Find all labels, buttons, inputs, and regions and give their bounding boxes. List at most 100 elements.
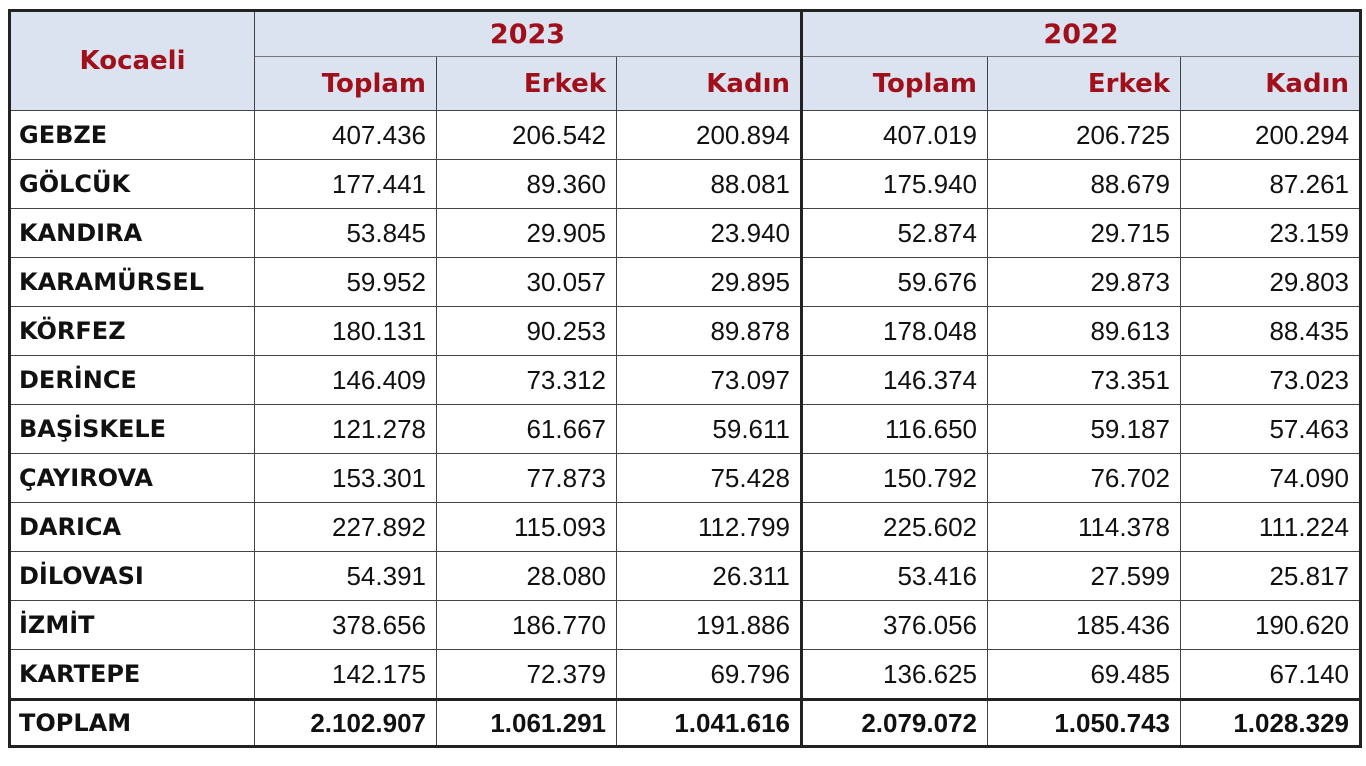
table-row: İZMİT 378.656 186.770 191.886 376.056 185.436… [9, 600, 1361, 650]
value-cell: 200.294 [1180, 110, 1361, 160]
year-header-2022: 2022 [800, 10, 1361, 57]
value-cell: 206.725 [987, 110, 1181, 160]
district-name: KARAMÜRSEL [9, 257, 255, 307]
value-cell: 178.048 [800, 306, 988, 356]
value-cell: 67.140 [1180, 649, 1361, 700]
table-row: KANDIRA 53.845 29.905 23.940 52.874 29.715 23.… [9, 208, 1361, 258]
district-name: İZMİT [9, 600, 255, 650]
table-row: DERİNCE 146.409 73.312 73.097 146.374 73.351 7… [9, 355, 1361, 405]
table-row: GÖLCÜK 177.441 89.360 88.081 175.940 88.679 87… [9, 159, 1361, 209]
value-cell: 73.023 [1180, 355, 1361, 405]
value-cell: 59.187 [987, 404, 1181, 454]
value-cell: 30.057 [436, 257, 617, 307]
value-cell: 59.611 [616, 404, 802, 454]
population-table: Kocaeli 2023 2022 Toplam Erkek Kadın Top… [8, 9, 1362, 748]
value-cell: 200.894 [616, 110, 802, 160]
district-name: DERİNCE [9, 355, 255, 405]
value-cell: 153.301 [254, 453, 437, 503]
population-table-container: Kocaeli 2023 2022 Toplam Erkek Kadın Top… [8, 9, 1362, 748]
col-header-kadin: Kadın [616, 56, 802, 111]
value-cell: 25.817 [1180, 551, 1361, 601]
value-cell: 206.542 [436, 110, 617, 160]
col-header-kadin: Kadın [1180, 56, 1361, 111]
value-cell: 146.374 [800, 355, 988, 405]
col-header-erkek: Erkek [436, 56, 617, 111]
district-name: KARTEPE [9, 649, 255, 700]
value-cell: 136.625 [800, 649, 988, 700]
value-cell: 225.602 [800, 502, 988, 552]
value-cell: 146.409 [254, 355, 437, 405]
value-cell: 53.416 [800, 551, 988, 601]
table-row: KARTEPE 142.175 72.379 69.796 136.625 69.485 6… [9, 649, 1361, 700]
value-cell: 191.886 [616, 600, 802, 650]
value-cell: 115.093 [436, 502, 617, 552]
value-cell: 407.019 [800, 110, 988, 160]
value-cell: 116.650 [800, 404, 988, 454]
district-name: KANDIRA [9, 208, 255, 258]
value-cell: 53.845 [254, 208, 437, 258]
value-cell: 150.792 [800, 453, 988, 503]
value-cell: 74.090 [1180, 453, 1361, 503]
value-cell: 29.715 [987, 208, 1181, 258]
district-name: GÖLCÜK [9, 159, 255, 209]
value-cell: 73.351 [987, 355, 1181, 405]
district-name: ÇAYIROVA [9, 453, 255, 503]
value-cell: 26.311 [616, 551, 802, 601]
value-cell: 69.796 [616, 649, 802, 700]
value-cell: 186.770 [436, 600, 617, 650]
value-cell: 190.620 [1180, 600, 1361, 650]
value-cell: 2.102.907 [254, 698, 437, 747]
value-cell: 88.081 [616, 159, 802, 209]
value-cell: 76.702 [987, 453, 1181, 503]
district-name: DİLOVASI [9, 551, 255, 601]
value-cell: 29.905 [436, 208, 617, 258]
value-cell: 29.895 [616, 257, 802, 307]
value-cell: 112.799 [616, 502, 802, 552]
table-row: DARICA 227.892 115.093 112.799 225.602 114.37… [9, 502, 1361, 552]
value-cell: 75.428 [616, 453, 802, 503]
value-cell: 29.803 [1180, 257, 1361, 307]
value-cell: 29.873 [987, 257, 1181, 307]
value-cell: 28.080 [436, 551, 617, 601]
table-row: KÖRFEZ 180.131 90.253 89.878 178.048 89.613 88… [9, 306, 1361, 356]
district-name: BAŞİSKELE [9, 404, 255, 454]
table-row: GEBZE 407.436 206.542 200.894 407.019 206.725… [9, 110, 1361, 160]
value-cell: 1.028.329 [1180, 698, 1361, 747]
value-cell: 114.378 [987, 502, 1181, 552]
col-header-toplam: Toplam [254, 56, 437, 111]
value-cell: 59.676 [800, 257, 988, 307]
table-row: KARAMÜRSEL 59.952 30.057 29.895 59.676 29.873… [9, 257, 1361, 307]
value-cell: 73.097 [616, 355, 802, 405]
table-row: ÇAYIROVA 153.301 77.873 75.428 150.792 76.702… [9, 453, 1361, 503]
value-cell: 59.952 [254, 257, 437, 307]
value-cell: 88.435 [1180, 306, 1361, 356]
value-cell: 142.175 [254, 649, 437, 700]
value-cell: 89.360 [436, 159, 617, 209]
value-cell: 27.599 [987, 551, 1181, 601]
total-label: TOPLAM [9, 698, 255, 747]
value-cell: 121.278 [254, 404, 437, 454]
value-cell: 175.940 [800, 159, 988, 209]
value-cell: 378.656 [254, 600, 437, 650]
value-cell: 54.391 [254, 551, 437, 601]
value-cell: 2.079.072 [800, 698, 988, 747]
value-cell: 111.224 [1180, 502, 1361, 552]
district-name: KÖRFEZ [9, 306, 255, 356]
value-cell: 1.041.616 [616, 698, 802, 747]
value-cell: 177.441 [254, 159, 437, 209]
value-cell: 90.253 [436, 306, 617, 356]
value-cell: 52.874 [800, 208, 988, 258]
value-cell: 87.261 [1180, 159, 1361, 209]
value-cell: 376.056 [800, 600, 988, 650]
value-cell: 61.667 [436, 404, 617, 454]
value-cell: 185.436 [987, 600, 1181, 650]
region-header: Kocaeli [9, 10, 255, 111]
value-cell: 1.050.743 [987, 698, 1181, 747]
table-row: DİLOVASI 54.391 28.080 26.311 53.416 27.599 25… [9, 551, 1361, 601]
value-cell: 23.159 [1180, 208, 1361, 258]
value-cell: 57.463 [1180, 404, 1361, 454]
value-cell: 180.131 [254, 306, 437, 356]
table-body: GEBZE 407.436 206.542 200.894 407.019 206.725… [9, 110, 1361, 747]
year-header-2023: 2023 [254, 10, 802, 57]
col-header-toplam: Toplam [800, 56, 988, 111]
